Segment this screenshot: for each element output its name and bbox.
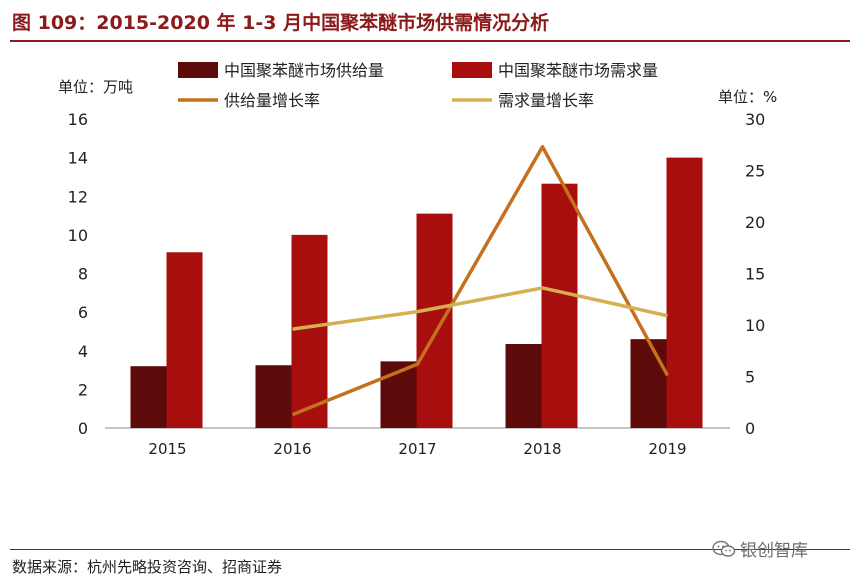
demand-bar [416, 213, 453, 428]
supply-bar [255, 365, 292, 428]
legend-demand-label: 中国聚苯醚市场需求量 [498, 61, 658, 80]
right-tick-label: 20 [745, 213, 765, 232]
left-tick-label: 12 [68, 187, 88, 206]
watermark-text: 银创智库 [740, 541, 808, 561]
demand-growth-line [292, 286, 668, 331]
legend-supply-label: 中国聚苯醚市场供给量 [224, 61, 384, 80]
left-axis-title: 单位：万吨 [58, 78, 133, 96]
demand-bar [541, 183, 578, 428]
left-tick-label: 2 [78, 380, 88, 399]
x-tick-label: 2016 [273, 440, 311, 458]
legend-demand-growth-label: 需求量增长率 [498, 91, 594, 110]
legend-supply-swatch [178, 62, 218, 78]
demand-bar [666, 157, 703, 428]
wechat-icon [712, 540, 736, 557]
supply-growth-line [291, 145, 670, 417]
right-tick-label: 0 [745, 419, 755, 438]
x-tick-label: 2015 [148, 440, 186, 458]
supply-bar [130, 366, 167, 428]
title-divider [10, 40, 850, 42]
supply-bar [505, 343, 542, 428]
right-tick-label: 10 [745, 316, 765, 335]
left-tick-label: 6 [78, 303, 88, 322]
supply-bar [630, 339, 667, 428]
left-tick-label: 14 [68, 149, 88, 168]
right-tick-label: 15 [745, 265, 765, 284]
x-tick-label: 2019 [648, 440, 686, 458]
x-tick-label: 2018 [523, 440, 561, 458]
watermark: 银创智库 [712, 536, 808, 561]
legend-demand-swatch [452, 62, 492, 78]
data-source: 数据来源：杭州先略投资咨询、招商证券 [12, 558, 283, 576]
left-tick-label: 10 [68, 226, 88, 245]
left-tick-label: 0 [78, 419, 88, 438]
demand-bar [291, 234, 328, 428]
chart-title: 图 109：2015-2020 年 1-3 月中国聚苯醚市场供需情况分析 [12, 12, 550, 34]
right-tick-label: 5 [745, 368, 755, 387]
x-tick-label: 2017 [398, 440, 436, 458]
legend-supply-growth-label: 供给量增长率 [224, 91, 320, 110]
right-tick-label: 30 [745, 110, 765, 129]
source-divider [10, 549, 850, 550]
demand-bar [166, 252, 203, 428]
right-axis-title: 单位：% [718, 88, 777, 106]
left-tick-label: 4 [78, 342, 88, 361]
left-tick-label: 16 [68, 110, 88, 129]
left-tick-label: 8 [78, 265, 88, 284]
right-tick-label: 25 [745, 162, 765, 181]
